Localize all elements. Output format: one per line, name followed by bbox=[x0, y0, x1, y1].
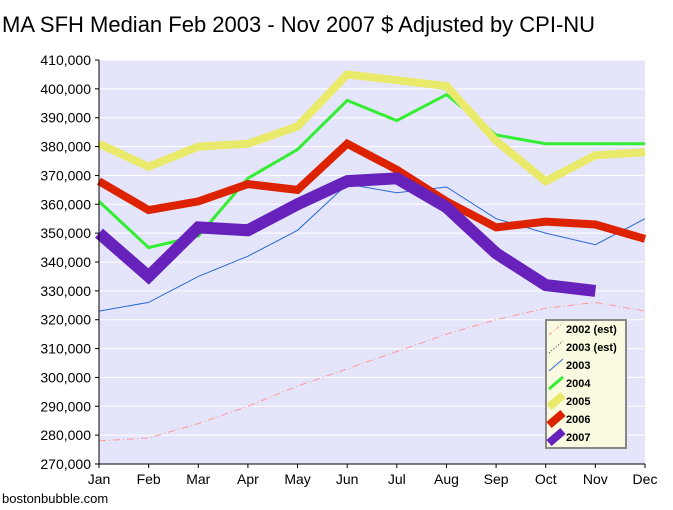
y-tick-label: 370,000 bbox=[40, 167, 91, 183]
x-tick-label: Dec bbox=[633, 471, 658, 487]
y-tick-label: 300,000 bbox=[40, 369, 91, 385]
legend-label: 2004 bbox=[566, 378, 591, 390]
legend-box bbox=[545, 319, 627, 449]
legend-label: 2003 bbox=[566, 360, 590, 372]
y-tick-label: 360,000 bbox=[40, 196, 91, 212]
legend-label: 2005 bbox=[566, 396, 590, 408]
y-tick-label: 380,000 bbox=[40, 139, 91, 155]
series-line-2002-est bbox=[98, 301, 646, 442]
x-tick-label: Sep bbox=[484, 471, 509, 487]
legend-swatch bbox=[548, 358, 564, 372]
y-tick-label: 330,000 bbox=[40, 283, 91, 299]
x-tick-label: Jun bbox=[336, 471, 359, 487]
y-tick-label: 270,000 bbox=[40, 456, 91, 472]
legend-swatch bbox=[548, 375, 564, 391]
series-line-2007 bbox=[95, 172, 597, 297]
chart-title: MA SFH Median Feb 2003 - Nov 2007 $ Adju… bbox=[2, 12, 595, 37]
x-tick-label: Mar bbox=[186, 471, 210, 487]
legend-label: 2006 bbox=[566, 414, 590, 426]
series-line-2006 bbox=[96, 138, 647, 243]
x-tick-label: May bbox=[284, 471, 310, 487]
legend: 2002 (est) 2003 (est) 2003 2004 2005 2006 2007 bbox=[545, 319, 627, 449]
y-tick-labels: 270,000 280,000 290,000 300,000 310,000 320,0… bbox=[40, 52, 91, 472]
y-tick-label: 310,000 bbox=[40, 341, 91, 357]
y-tick-label: 410,000 bbox=[40, 52, 91, 68]
x-tick-label: Jan bbox=[88, 471, 111, 487]
x-tick-labels: Jan Feb Mar Apr May Jun Jul Aug Sep Oct Nov Dec bbox=[88, 471, 658, 487]
x-tick-label: Jul bbox=[388, 471, 406, 487]
legend-label: 2007 bbox=[566, 432, 590, 444]
legend-swatch bbox=[546, 391, 566, 411]
x-tick-label: Oct bbox=[535, 471, 557, 487]
legend-swatch bbox=[548, 322, 564, 336]
legend-swatch bbox=[546, 409, 566, 429]
series-line-2003 bbox=[98, 183, 646, 312]
series-line-2005 bbox=[97, 70, 646, 186]
x-tick-label: Nov bbox=[583, 471, 608, 487]
y-tick-label: 280,000 bbox=[40, 427, 91, 443]
x-tick-label: Apr bbox=[237, 471, 259, 487]
y-tick-label: 340,000 bbox=[40, 254, 91, 270]
y-tick-label: 290,000 bbox=[40, 398, 91, 414]
x-tick-label: Feb bbox=[137, 471, 161, 487]
legend-swatch bbox=[548, 340, 564, 354]
axes bbox=[95, 59, 646, 468]
y-tick-label: 320,000 bbox=[40, 312, 91, 328]
y-tick-label: 350,000 bbox=[40, 225, 91, 241]
x-tick-label: Aug bbox=[434, 471, 459, 487]
series-layer bbox=[95, 70, 647, 442]
y-tick-label: 390,000 bbox=[40, 110, 91, 126]
legend-label: 2003 (est) bbox=[566, 342, 617, 354]
legend-swatch bbox=[546, 427, 566, 447]
legend-label: 2002 (est) bbox=[566, 324, 617, 336]
y-tick-label: 400,000 bbox=[40, 81, 91, 97]
credit-text: bostonbubble.com bbox=[2, 491, 108, 506]
